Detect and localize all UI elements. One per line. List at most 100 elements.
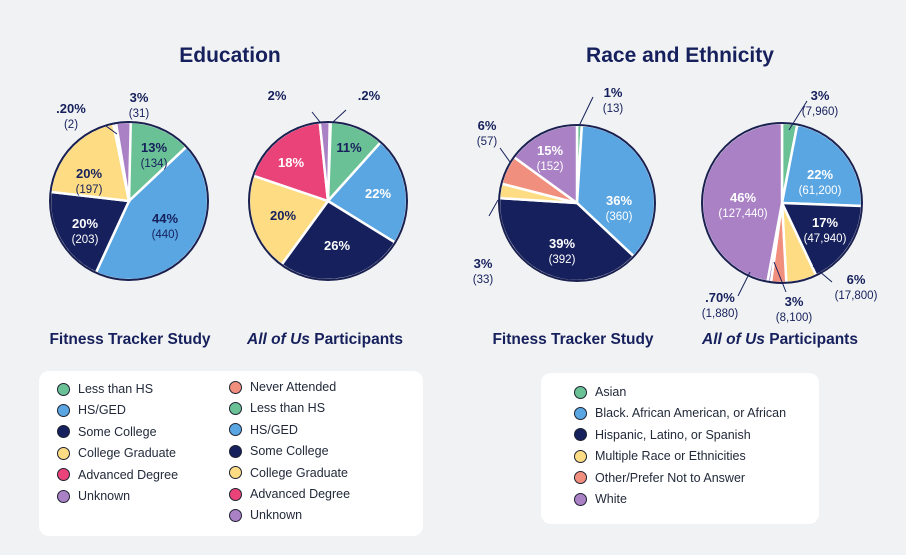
- legend-swatch-icon: [229, 401, 242, 415]
- pie-label-count: (7,960): [802, 106, 839, 118]
- legend-swatch-icon: [574, 406, 587, 420]
- pie-label-pct: 22%: [807, 167, 833, 182]
- legend-swatch-icon: [57, 425, 70, 439]
- leader-line: [311, 111, 321, 123]
- pie-label-count: (1,880): [702, 308, 739, 320]
- legend-label: Advanced Degree: [250, 487, 351, 501]
- legend-item-less-than-hs: Less than HS: [57, 382, 153, 396]
- legend-item-hispanic-latino-or-spanish: Hispanic, Latino, or Spanish: [574, 428, 751, 442]
- legend-swatch-icon: [57, 446, 70, 460]
- legend-swatch-icon: [57, 489, 70, 503]
- leader-line: [105, 125, 118, 135]
- subtitle-edu-allofus-italic: All of Us: [247, 331, 310, 348]
- legend-label: Hispanic, Latino, or Spanish: [595, 427, 751, 442]
- pie-label-count: (33): [473, 274, 494, 286]
- legend-swatch-icon: [229, 423, 242, 437]
- legend-swatch-icon: [57, 403, 70, 417]
- legend-swatch-icon: [229, 380, 242, 394]
- legend-item-hs-ged: HS/GED: [229, 423, 298, 437]
- pie-label-count: (360): [606, 211, 633, 223]
- pie-label-pct: 6%: [478, 118, 497, 133]
- legend-swatch-icon: [229, 487, 242, 501]
- legend-label: Unknown: [250, 508, 303, 523]
- pie-label-pct: 18%: [278, 155, 304, 170]
- leader-line: [812, 265, 833, 283]
- pie-label-pct: 15%: [537, 143, 563, 158]
- subtitle-race-fitness: Fitness Tracker Study: [473, 331, 673, 349]
- pie-charts: 13% (134) 44% (440) 20% (203) 20% (197) .20% (2) 3…: [48, 85, 878, 324]
- legend-item-hs-ged: HS/GED: [57, 403, 126, 417]
- leader-line: [737, 271, 751, 297]
- pie-outline: [248, 121, 408, 281]
- legend-item-college-graduate: College Graduate: [57, 446, 176, 460]
- pie-label-pct: .2%: [358, 88, 381, 103]
- legend-item-black-african-american-or-african: Black. African American, or African: [574, 406, 786, 420]
- pie-label-pct: 3%: [474, 256, 493, 271]
- legend-label: Unknown: [78, 489, 131, 503]
- legend-label: Some College: [250, 444, 329, 459]
- legend-label: Advanced Degree: [78, 467, 179, 482]
- pie-label-pct: 6%: [847, 272, 866, 287]
- subtitle-race-allofus-italic: All of Us: [702, 331, 765, 348]
- pie-label-count: (47,940): [804, 233, 847, 245]
- pie-label-pct: 39%: [549, 236, 575, 251]
- pie-label-count: (57): [477, 136, 498, 148]
- legend-label: Less than HS: [78, 382, 154, 396]
- pie-label-pct: 44%: [152, 211, 178, 226]
- pie-label-pct: 3%: [785, 294, 804, 309]
- legend-swatch-icon: [57, 468, 70, 482]
- legend-swatch-icon: [574, 492, 587, 506]
- pie-label-pct: 26%: [324, 238, 350, 253]
- pie-label-count: (440): [152, 229, 179, 241]
- pie-outline: [498, 124, 656, 282]
- pie-label-pct: 22%: [365, 186, 391, 201]
- leader-line: [499, 147, 511, 163]
- leader-line: [488, 199, 499, 217]
- education-title: Education: [179, 44, 281, 67]
- pie-label-count: (61,200): [799, 185, 842, 197]
- legend-swatch-icon: [574, 428, 587, 442]
- pie-label-count: (13): [603, 103, 624, 115]
- pie-label-count: (31): [129, 108, 150, 120]
- pie-label-pct: .20%: [56, 101, 86, 116]
- legend-label: HS/GED: [78, 403, 126, 418]
- legend-label: Never Attended: [250, 380, 337, 394]
- legend-swatch-icon: [57, 382, 70, 396]
- leader-line: [788, 100, 808, 131]
- legend-item-advanced-degree: Advanced Degree: [229, 487, 350, 501]
- legend-item-never-attended: Never Attended: [229, 380, 336, 394]
- subtitle-race-allofus: All of Us Participants: [680, 331, 880, 349]
- pie-label-count: (8,100): [776, 312, 813, 324]
- pie-label-count: (152): [537, 161, 564, 173]
- legend-label: Asian: [595, 385, 627, 399]
- legend-label: College Graduate: [250, 465, 348, 480]
- pie-label-pct: 1%: [604, 85, 623, 100]
- pie-chart-3: [497, 123, 657, 283]
- subtitle-edu-fitness-text: Fitness Tracker Study: [49, 331, 211, 348]
- pie-chart-1: [48, 120, 210, 282]
- legend-swatch-icon: [574, 449, 587, 463]
- pie-label-pct: 46%: [730, 190, 756, 205]
- legend-label: Other/Prefer Not to Answer: [595, 470, 746, 485]
- legend-label: Some College: [78, 424, 157, 439]
- leader-line: [578, 96, 594, 127]
- legend-swatch-icon: [229, 508, 242, 522]
- pie-label-count: (197): [76, 184, 103, 196]
- legend-label: HS/GED: [250, 422, 298, 437]
- subtitle-race-allofus-rest: Participants: [764, 331, 858, 348]
- legend-label: Multiple Race or Ethnicities: [595, 449, 746, 464]
- pie-label-pct: 20%: [76, 166, 102, 181]
- pie-label-count: (17,800): [835, 290, 878, 302]
- pie-label-pct: 36%: [606, 193, 632, 208]
- subtitle-edu-fitness: Fitness Tracker Study: [30, 331, 230, 349]
- pie-chart-2: [247, 120, 409, 282]
- legend-swatch-icon: [574, 385, 587, 399]
- pie-label-pct: .70%: [705, 290, 735, 305]
- legend-swatch-icon: [574, 471, 587, 485]
- pie-label-count: (2): [64, 119, 78, 131]
- education-legend: Less than HS HS/GED Some College College Gr…: [39, 371, 423, 536]
- pie-chart-4: [700, 121, 864, 285]
- pie-label-pct: 13%: [141, 140, 167, 155]
- legend-item-advanced-degree: Advanced Degree: [57, 468, 178, 482]
- pie-label-pct: 20%: [72, 216, 98, 231]
